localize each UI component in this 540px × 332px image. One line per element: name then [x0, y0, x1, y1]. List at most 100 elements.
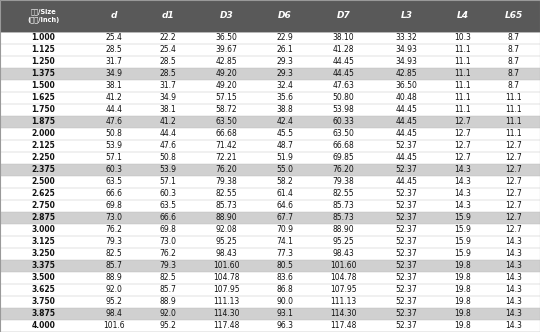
Text: 104.78: 104.78	[213, 274, 240, 283]
Text: 79.3: 79.3	[159, 261, 177, 270]
Text: 76.20: 76.20	[333, 165, 354, 174]
Text: 88.9: 88.9	[106, 274, 123, 283]
Bar	[258, 0, 312, 32]
Text: 52.37: 52.37	[396, 237, 417, 246]
Text: 52.37: 52.37	[396, 225, 417, 234]
Text: L3: L3	[401, 11, 413, 20]
Text: 111.13: 111.13	[330, 297, 356, 306]
Bar	[0, 296, 540, 308]
Text: d: d	[111, 11, 117, 20]
Bar	[375, 0, 438, 32]
Text: 1.625: 1.625	[32, 93, 56, 102]
Bar	[0, 212, 540, 224]
Text: 107.95: 107.95	[330, 286, 357, 294]
Bar	[0, 320, 540, 332]
Text: 12.7: 12.7	[505, 165, 522, 174]
Text: 26.1: 26.1	[276, 45, 293, 54]
Text: 38.8: 38.8	[276, 105, 293, 114]
Text: 12.7: 12.7	[454, 129, 471, 138]
Text: 3.625: 3.625	[32, 286, 56, 294]
Text: 4.000: 4.000	[31, 321, 56, 330]
Bar	[0, 0, 87, 32]
Bar	[195, 0, 258, 32]
Text: 44.4: 44.4	[159, 129, 177, 138]
Text: 85.7: 85.7	[159, 286, 177, 294]
Text: 92.0: 92.0	[105, 286, 123, 294]
Bar	[312, 0, 375, 32]
Text: 53.98: 53.98	[333, 105, 354, 114]
Text: 85.73: 85.73	[333, 213, 354, 222]
Text: 61.4: 61.4	[276, 189, 293, 198]
Text: 58.72: 58.72	[215, 105, 237, 114]
Text: 95.25: 95.25	[333, 237, 354, 246]
Bar	[0, 80, 540, 92]
Text: 1.000: 1.000	[31, 33, 56, 42]
Text: 101.60: 101.60	[330, 261, 357, 270]
Text: 107.95: 107.95	[213, 286, 240, 294]
Text: 111.13: 111.13	[213, 297, 240, 306]
Text: 63.50: 63.50	[215, 117, 238, 126]
Text: 3.000: 3.000	[31, 225, 56, 234]
Text: 12.7: 12.7	[454, 141, 471, 150]
Text: 1.750: 1.750	[31, 105, 56, 114]
Text: d1: d1	[161, 11, 174, 20]
Text: 82.55: 82.55	[333, 189, 354, 198]
Text: 41.2: 41.2	[160, 117, 177, 126]
Text: 11.1: 11.1	[454, 45, 471, 54]
Bar	[0, 284, 540, 296]
Bar	[438, 0, 487, 32]
Text: 34.93: 34.93	[396, 45, 417, 54]
Text: 3.500: 3.500	[32, 274, 56, 283]
Text: 2.500: 2.500	[32, 177, 56, 186]
Text: 3.750: 3.750	[31, 297, 56, 306]
Text: 101.6: 101.6	[103, 321, 125, 330]
Text: 93.1: 93.1	[276, 309, 293, 318]
Text: 44.45: 44.45	[396, 177, 417, 186]
Bar	[0, 55, 540, 68]
Text: 63.5: 63.5	[159, 201, 177, 210]
Bar	[0, 248, 540, 260]
Bar	[0, 308, 540, 320]
Text: 33.32: 33.32	[396, 33, 417, 42]
Bar	[0, 43, 540, 55]
Text: 82.5: 82.5	[106, 249, 123, 258]
Text: 98.43: 98.43	[333, 249, 354, 258]
Text: 55.0: 55.0	[276, 165, 294, 174]
Text: 52.37: 52.37	[396, 261, 417, 270]
Text: 38.1: 38.1	[160, 105, 177, 114]
Text: 8.7: 8.7	[508, 81, 519, 90]
Text: 44.45: 44.45	[396, 129, 417, 138]
Text: 85.73: 85.73	[215, 201, 238, 210]
Bar	[0, 272, 540, 284]
Bar	[0, 236, 540, 248]
Text: 82.5: 82.5	[160, 274, 177, 283]
Text: 15.9: 15.9	[454, 237, 471, 246]
Text: 19.8: 19.8	[454, 261, 471, 270]
Text: 31.7: 31.7	[159, 81, 177, 90]
Text: 47.6: 47.6	[159, 141, 177, 150]
Text: 19.8: 19.8	[454, 297, 471, 306]
Text: 88.90: 88.90	[333, 225, 354, 234]
Text: 52.37: 52.37	[396, 201, 417, 210]
Bar	[0, 224, 540, 236]
Text: 14.3: 14.3	[505, 297, 522, 306]
Text: 52.37: 52.37	[396, 189, 417, 198]
Text: 规格/Size
(英制/Inch): 规格/Size (英制/Inch)	[28, 8, 59, 23]
Text: 85.7: 85.7	[105, 261, 123, 270]
Bar	[487, 0, 540, 32]
Text: 12.7: 12.7	[454, 153, 471, 162]
Text: 31.7: 31.7	[105, 57, 123, 66]
Text: 14.3: 14.3	[505, 286, 522, 294]
Text: 79.3: 79.3	[105, 237, 123, 246]
Text: 12.7: 12.7	[505, 153, 522, 162]
Bar	[0, 128, 540, 140]
Text: 44.4: 44.4	[105, 105, 123, 114]
Text: 83.6: 83.6	[276, 274, 293, 283]
Bar	[0, 92, 540, 104]
Text: 19.8: 19.8	[454, 321, 471, 330]
Text: 52.37: 52.37	[396, 249, 417, 258]
Text: 49.20: 49.20	[215, 69, 238, 78]
Text: 58.2: 58.2	[276, 177, 293, 186]
Text: 12.7: 12.7	[505, 225, 522, 234]
Text: 14.3: 14.3	[454, 189, 471, 198]
